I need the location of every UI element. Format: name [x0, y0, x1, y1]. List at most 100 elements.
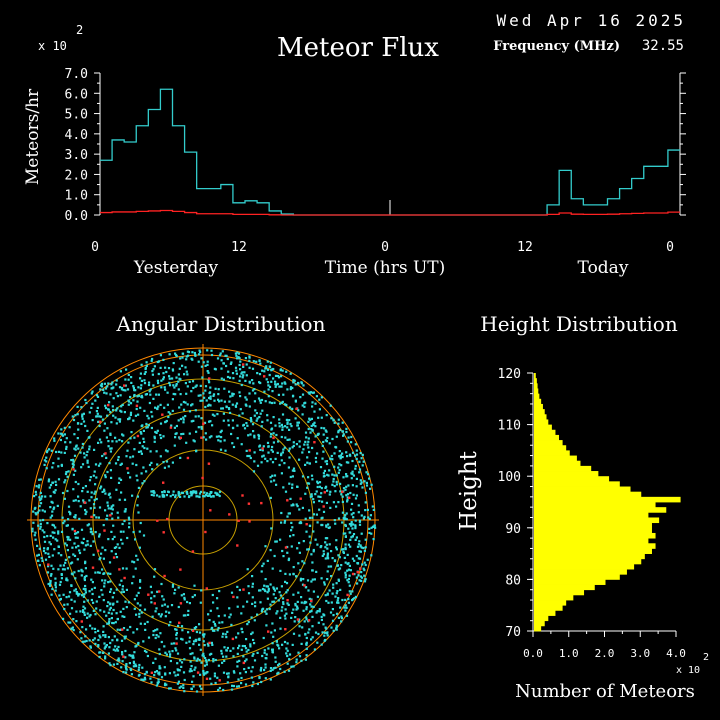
polar-point [208, 381, 211, 384]
polar-point [110, 612, 113, 615]
polar-point [38, 478, 41, 481]
polar-point [112, 524, 115, 527]
polar-point [41, 495, 44, 498]
polar-point [344, 523, 347, 527]
polar-point [150, 426, 153, 430]
polar-point [112, 386, 115, 389]
polar-point [326, 592, 329, 595]
polar-point [216, 357, 220, 360]
polar-point [372, 508, 375, 511]
polar-point [139, 406, 142, 409]
polar-point [312, 498, 315, 501]
polar-point [266, 360, 269, 363]
polar-point [120, 579, 123, 582]
polar-point [229, 411, 232, 414]
polar-point [111, 517, 114, 520]
polar-point [65, 445, 68, 448]
polar-point [116, 649, 120, 652]
polar-point [88, 615, 91, 618]
polar-point [43, 459, 46, 462]
polar-point [106, 605, 109, 608]
polar-point [160, 582, 163, 586]
polar-point [168, 624, 171, 627]
polar-point [138, 612, 141, 615]
polar-point [86, 543, 89, 546]
polar-point [109, 450, 112, 453]
polar-point [176, 668, 179, 671]
polar-point [335, 546, 338, 549]
polar-point [165, 460, 169, 463]
polar-point [159, 436, 163, 440]
polar-point [154, 406, 157, 409]
polar-point [280, 435, 283, 439]
polar-point [204, 432, 207, 435]
polar-point [103, 489, 106, 493]
polar-point [142, 437, 145, 440]
polar-point [361, 563, 364, 566]
polar-point [102, 388, 105, 391]
polar-point [143, 382, 147, 385]
polar-point [274, 660, 277, 663]
polar-point [264, 400, 267, 403]
polar-point-alt [209, 509, 212, 512]
polar-point [119, 394, 122, 397]
polar-point [91, 592, 94, 596]
polar-point [54, 577, 57, 580]
polar-point [344, 514, 347, 517]
polar-point [88, 436, 91, 439]
polar-point [66, 549, 69, 552]
polar-point [107, 581, 110, 584]
polar-point [318, 608, 321, 611]
polar-point [259, 362, 262, 365]
polar-point [51, 510, 54, 513]
polar-point [239, 360, 242, 363]
polar-point [205, 399, 208, 402]
polar-point [272, 377, 275, 380]
polar-point [309, 431, 312, 434]
polar-point [231, 392, 234, 395]
polar-point-alt [166, 517, 169, 521]
polar-point [155, 684, 158, 687]
polar-point [271, 461, 275, 464]
polar-point [346, 455, 349, 458]
polar-point-alt [284, 628, 287, 631]
polar-point [261, 564, 264, 568]
height-bar [534, 605, 563, 611]
polar-point [322, 613, 325, 616]
polar-point [123, 519, 126, 523]
polar-point [340, 464, 343, 467]
polar-point [86, 599, 89, 602]
polar-point [284, 580, 287, 583]
polar-point [320, 523, 323, 527]
polar-point [83, 640, 86, 643]
height-bar [534, 625, 542, 632]
polar-point [255, 360, 258, 363]
polar-point [355, 554, 358, 558]
polar-point [104, 474, 107, 477]
polar-point [114, 416, 117, 419]
polar-point [110, 383, 113, 386]
height-bar [534, 594, 574, 601]
polar-point [342, 434, 345, 437]
polar-point [270, 427, 274, 430]
polar-point [254, 601, 257, 604]
polar-point [118, 546, 121, 549]
polar-point [288, 653, 292, 656]
polar-point [150, 410, 153, 414]
polar-point [99, 388, 102, 391]
polar-point [59, 597, 62, 601]
polar-point [332, 583, 335, 586]
polar-point-cluster [161, 491, 164, 494]
polar-point [301, 583, 305, 586]
polar-point-alt [175, 642, 178, 645]
polar-point [350, 513, 353, 516]
polar-point [268, 401, 271, 404]
polar-point [58, 594, 61, 597]
polar-point [157, 635, 160, 638]
polar-point-alt [208, 377, 211, 380]
polar-point [135, 474, 138, 477]
polar-point [200, 687, 203, 690]
polar-point [83, 452, 86, 455]
polar-point [84, 635, 87, 638]
polar-point [70, 459, 73, 462]
